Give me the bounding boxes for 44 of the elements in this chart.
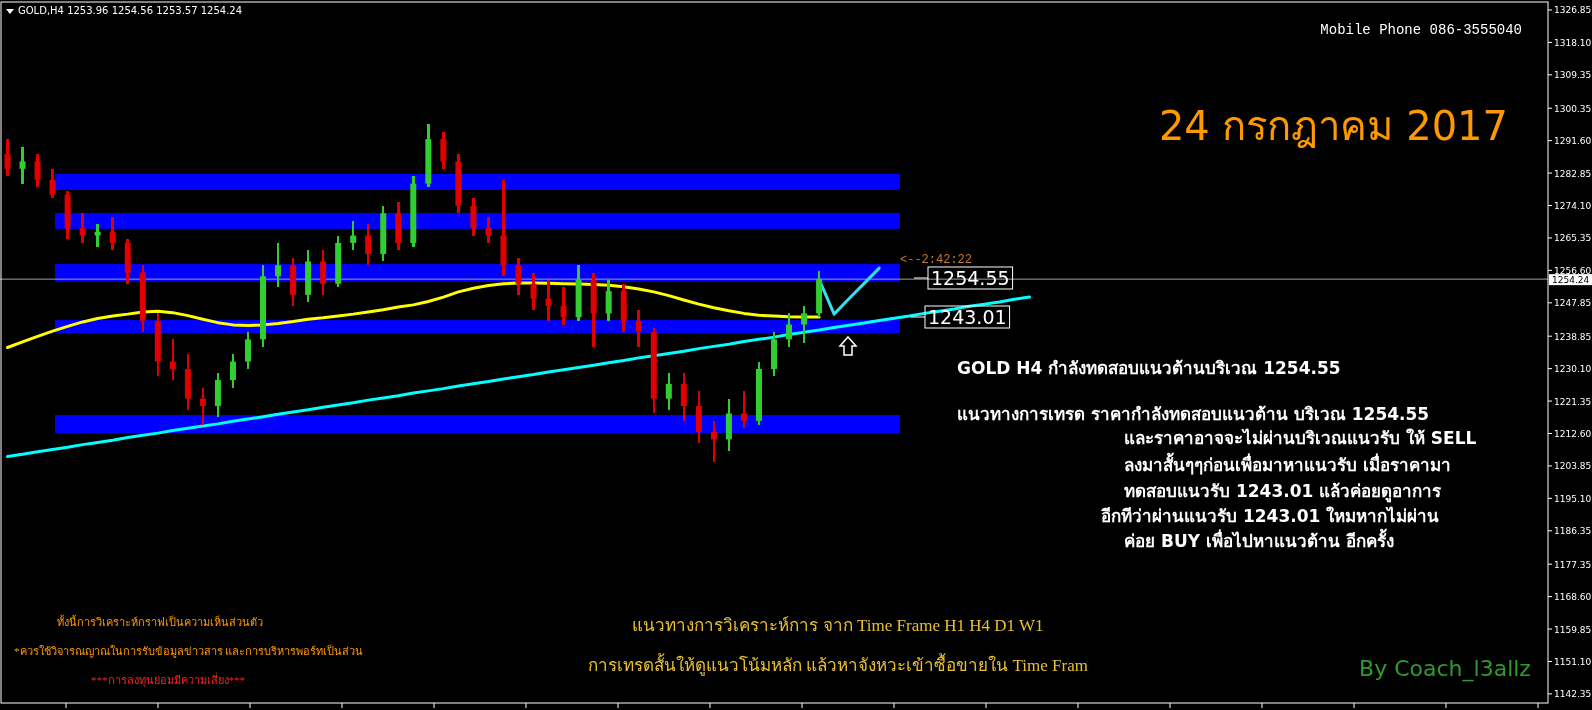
- annotation: 1243.01: [928, 306, 1007, 328]
- y-tick-label: 1247.85: [1554, 298, 1592, 309]
- y-tick-label: 1309.35: [1554, 70, 1592, 81]
- annotation: By Coach_l3allz: [1359, 656, 1531, 682]
- y-tick-label: 1177.35: [1554, 559, 1592, 570]
- annotation: และราคาอาจจะไม่ผ่านบริเวณแนวรับ ให้ SELL: [1124, 428, 1477, 448]
- y-tick-label: 1291.60: [1554, 136, 1592, 147]
- annotation: *ควรใช้วิจารณญาณในการรับข้อมูลข่าวสาร และการบริหารพอร์ทเป็นส่วน: [14, 644, 364, 658]
- y-tick-label: 1326.85: [1554, 5, 1592, 16]
- annotation: ***การลงทุนย่อมมีความเสี่ยง***: [91, 672, 245, 687]
- annotation: แนวทางการเทรด ราคากำลังทดสอบแนวต้าน บริเวณ 1254.55: [957, 404, 1430, 424]
- y-tick-label: 1151.10: [1554, 656, 1592, 667]
- y-tick-label: 1300.35: [1554, 103, 1592, 114]
- y-tick-label: 1318.10: [1554, 37, 1592, 48]
- y-tick-label: 1159.85: [1554, 624, 1592, 635]
- annotation: อีกทีว่าผ่านแนวรับ 1243.01 ใหมหากไม่ผ่าน: [1101, 506, 1440, 526]
- y-tick-label: 1265.35: [1554, 233, 1592, 244]
- y-tick-label: 1168.60: [1554, 592, 1592, 603]
- y-tick-label: 1186.35: [1554, 526, 1592, 537]
- y-tick-label: 1221.35: [1554, 396, 1592, 407]
- annotation: ทดสอบแนวรับ 1243.01 แล้วค่อยดูอาการ: [1124, 481, 1443, 503]
- annotation: GOLD H4 กำลังทดสอบแนวต้านบริเวณ 1254.55: [957, 358, 1341, 378]
- annotation: แนวทางการวิเคราะห์การ จาก Time Frame H1 H4 D1 W1: [632, 616, 1044, 635]
- annotation: ทั้งนี้การวิเคราะห์กราฟเป็นความเห็นส่วนตัว: [57, 614, 263, 628]
- y-tick-label: 1230.10: [1554, 364, 1592, 375]
- annotation: การเทรดสั้นให้ดูแนวโน้มหลัก แล้วหาจังหวะเข้าซื้อขายใน Time Fram: [588, 653, 1088, 676]
- y-tick-label: 1203.85: [1554, 461, 1592, 472]
- text: 24 กรกฎาคม 2017: [1158, 103, 1508, 149]
- chart-title: GOLD,H4 1253.96 1254.56 1253.57 1254.24: [18, 5, 243, 16]
- y-tick-label: 1195.10: [1554, 493, 1592, 504]
- annotation: ค่อย BUY เพื่อไปหาแนวต้าน อีกครั้ง: [1124, 528, 1394, 551]
- annotation: Mobile Phone 086-3555040: [1320, 22, 1522, 38]
- y-tick-label: 1256.60: [1554, 265, 1592, 276]
- y-tick-label: 1282.85: [1554, 168, 1592, 179]
- y-tick-label: 1238.85: [1554, 331, 1592, 342]
- y-tick-label: 1142.35: [1554, 689, 1592, 700]
- ref-label: 1254.24: [1549, 274, 1592, 286]
- y-tick-label: 1274.10: [1554, 201, 1592, 212]
- annotation: <--2:42:22: [900, 253, 973, 267]
- y-tick-label: 1212.60: [1554, 429, 1592, 439]
- annotation: 1254.55: [931, 266, 1010, 289]
- annotation: ลงมาสั้นๆๆก่อนเพื่อมาหาแนวรับ เมื่อราคามา: [1124, 452, 1451, 475]
- price-label: 1243.01: [910, 305, 1011, 329]
- price-label: 1254.55: [913, 266, 1014, 290]
